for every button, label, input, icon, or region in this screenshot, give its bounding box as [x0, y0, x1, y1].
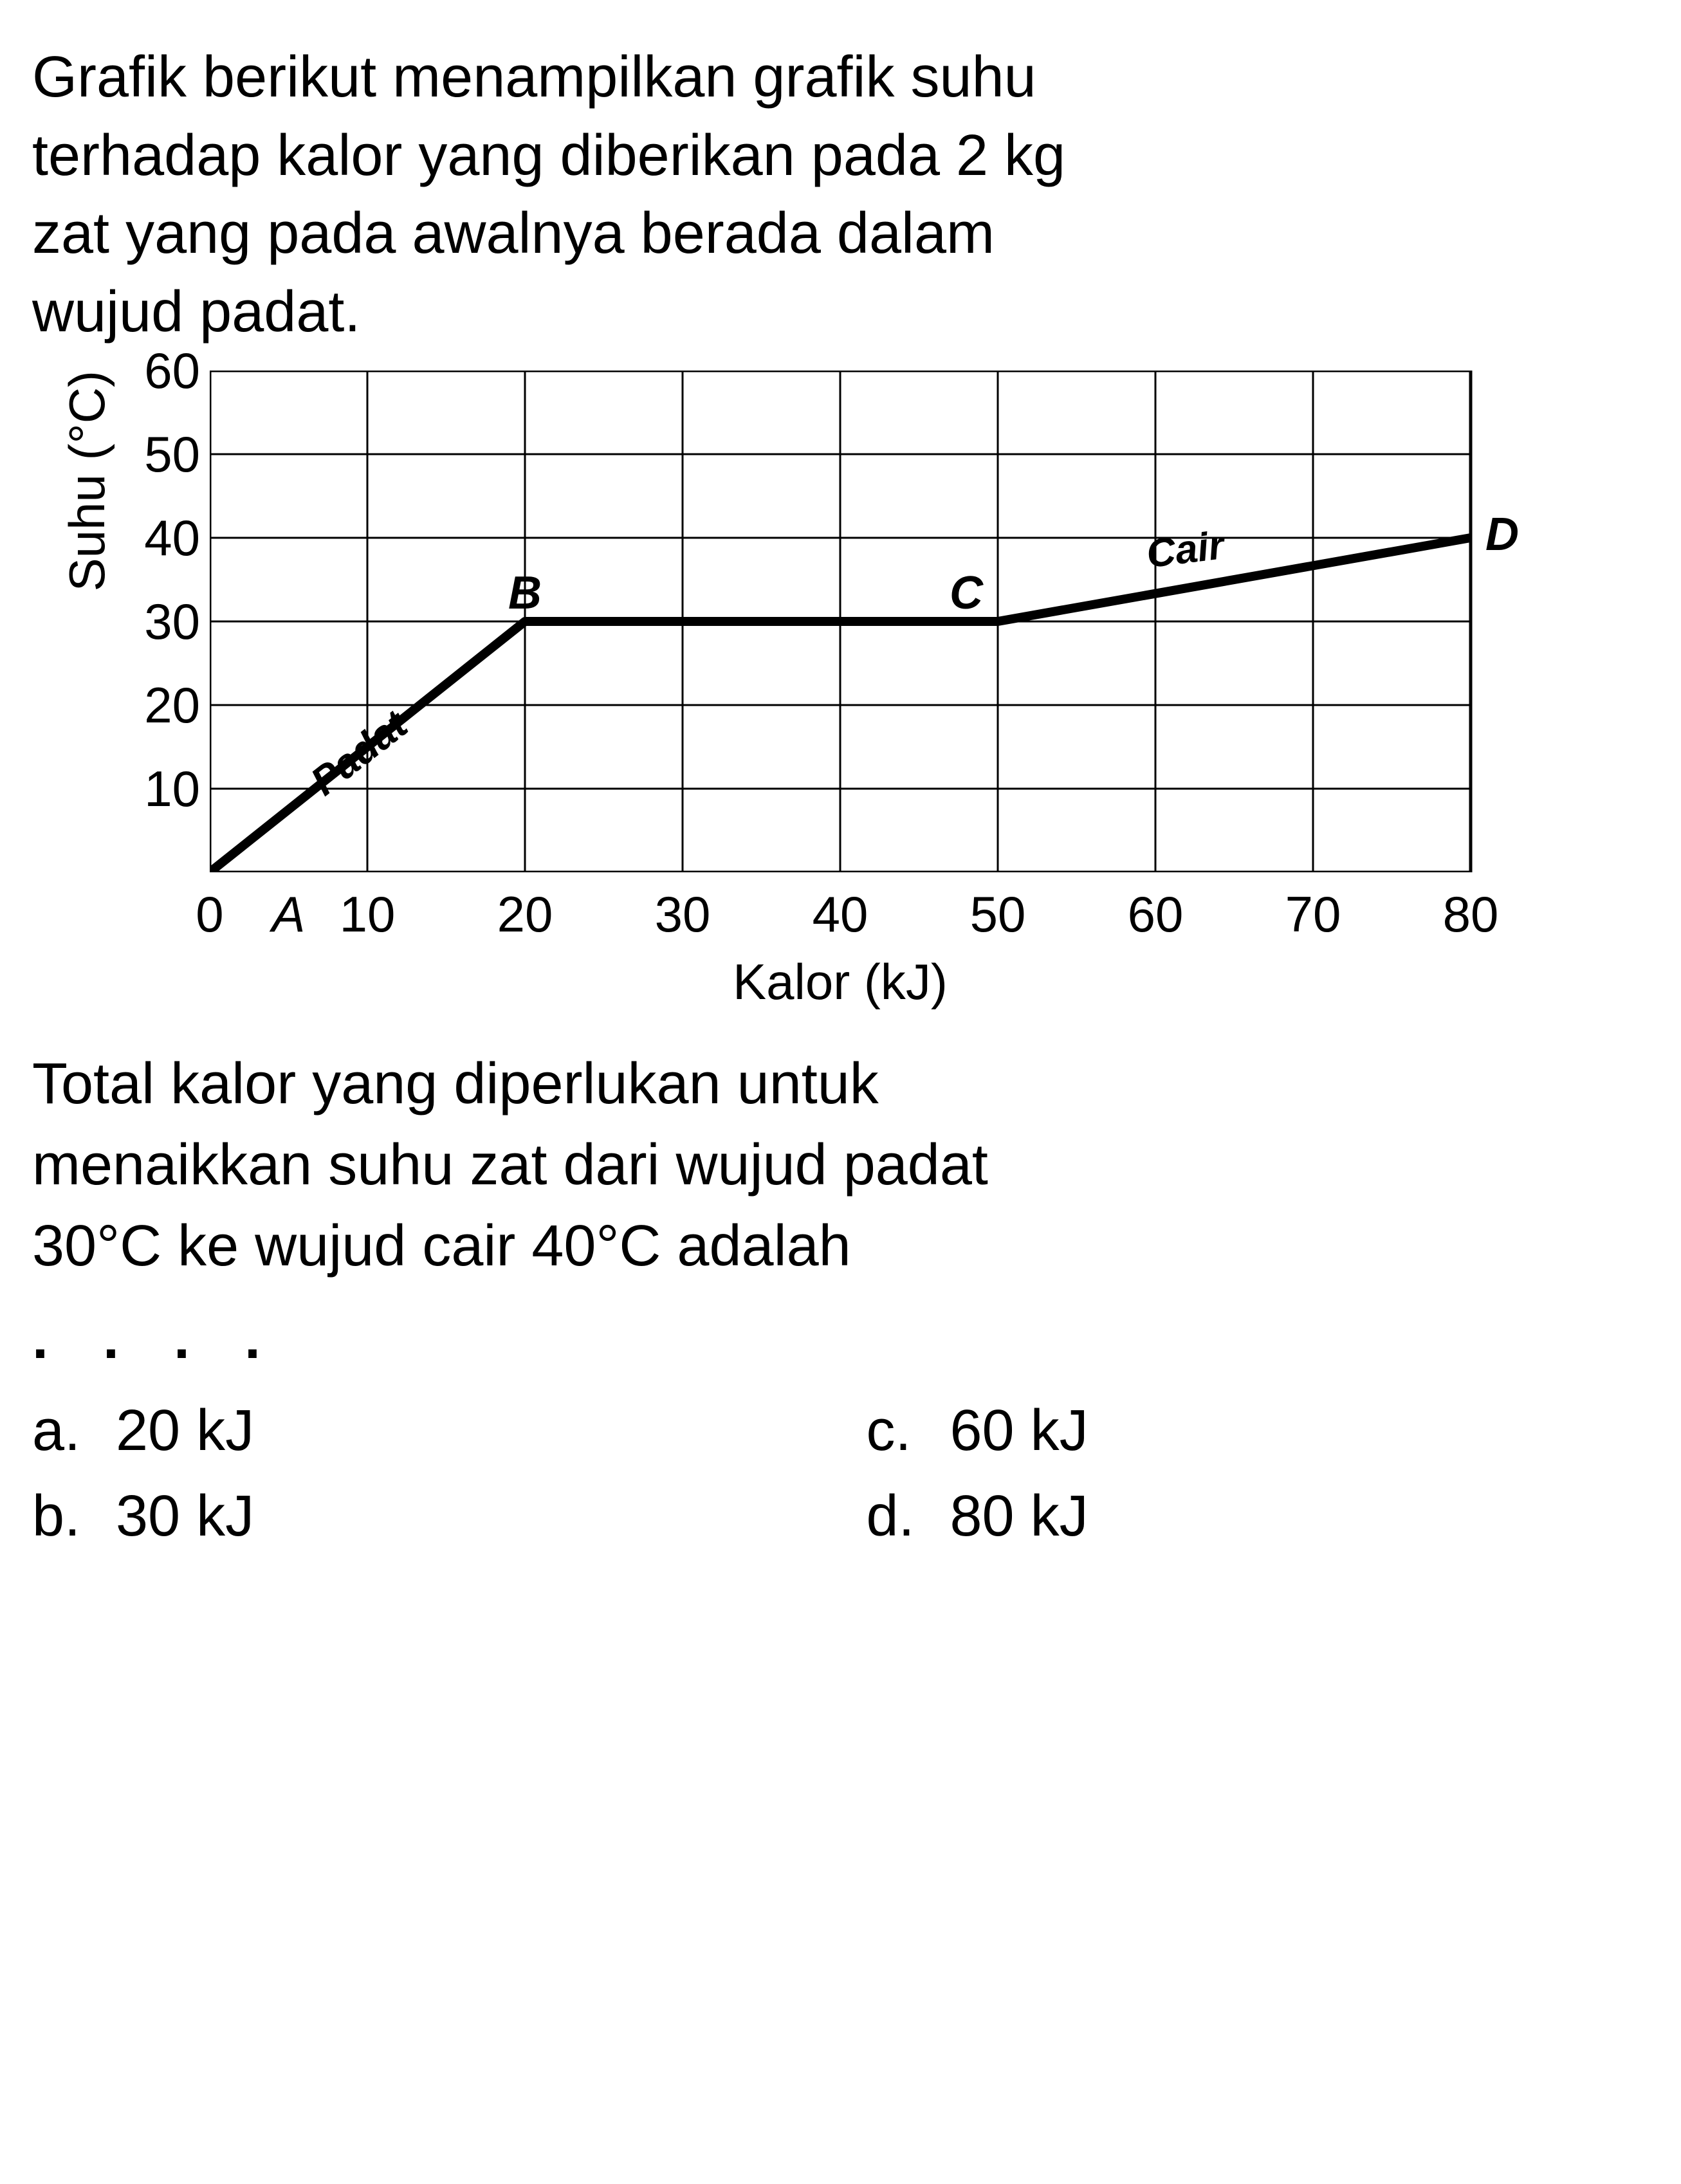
y-axis-label: Suhu (°C)	[58, 371, 116, 707]
option-letter: a.	[32, 1398, 84, 1464]
x-tick-label: 70	[1285, 885, 1341, 944]
question-line: terhadap kalor yang diberikan pada 2 kg	[32, 117, 1649, 196]
followup-line: menaikkan suhu zat dari wujud padat	[32, 1124, 1649, 1206]
question-line: wujud padat.	[32, 273, 1649, 352]
x-axis-ticks: 0A1020304050607080	[210, 885, 1471, 943]
option-b: b. 30 kJ	[32, 1483, 815, 1550]
option-letter: d.	[867, 1483, 918, 1550]
option-text: 80 kJ	[950, 1483, 1089, 1550]
chart-body: PadatCairBCD 0A1020304050607080 Kalor (k…	[210, 371, 1548, 1011]
answer-options: a. 20 kJ c. 60 kJ b. 30 kJ d. 80 kJ	[32, 1398, 1649, 1550]
x-tick-label: 20	[497, 885, 553, 944]
x-tick-label: 40	[813, 885, 868, 944]
followup-line: Total kalor yang diperlukan untuk	[32, 1043, 1649, 1124]
x-tick-label: 50	[970, 885, 1026, 944]
ellipsis-dots: . . . .	[32, 1306, 1649, 1372]
option-text: 60 kJ	[950, 1398, 1089, 1464]
question-line: zat yang pada awalnya berada dalam	[32, 195, 1649, 273]
svg-text:C: C	[950, 567, 984, 619]
option-letter: c.	[867, 1398, 918, 1464]
followup-text: Total kalor yang diperlukan untuk menaik…	[32, 1043, 1649, 1287]
option-text: 30 kJ	[116, 1483, 254, 1550]
x-tick-label: 60	[1128, 885, 1184, 944]
chart-svg: PadatCairBCD	[210, 371, 1548, 872]
chart-container: Suhu (°C) 605040302010 PadatCairBCD 0A10…	[58, 371, 1649, 1011]
option-a: a. 20 kJ	[32, 1398, 815, 1464]
x-tick-label: 30	[655, 885, 711, 944]
x-tick-label: A	[271, 885, 305, 944]
x-tick-label: 10	[340, 885, 396, 944]
question-text: Grafik berikut menampilkan grafik suhu t…	[32, 39, 1649, 351]
question-line: Grafik berikut menampilkan grafik suhu	[32, 39, 1649, 117]
option-letter: b.	[32, 1483, 84, 1550]
svg-text:Cair: Cair	[1144, 523, 1228, 577]
y-axis-ticks: 605040302010	[123, 371, 200, 872]
x-axis-label: Kalor (kJ)	[210, 953, 1471, 1011]
option-text: 20 kJ	[116, 1398, 254, 1464]
x-tick-label: 0	[196, 885, 223, 944]
x-tick-label: 80	[1443, 885, 1499, 944]
svg-text:B: B	[508, 567, 542, 619]
option-d: d. 80 kJ	[867, 1483, 1649, 1550]
svg-text:D: D	[1485, 509, 1519, 560]
followup-line: 30°C ke wujud cair 40°C adalah	[32, 1206, 1649, 1287]
option-c: c. 60 kJ	[867, 1398, 1649, 1464]
